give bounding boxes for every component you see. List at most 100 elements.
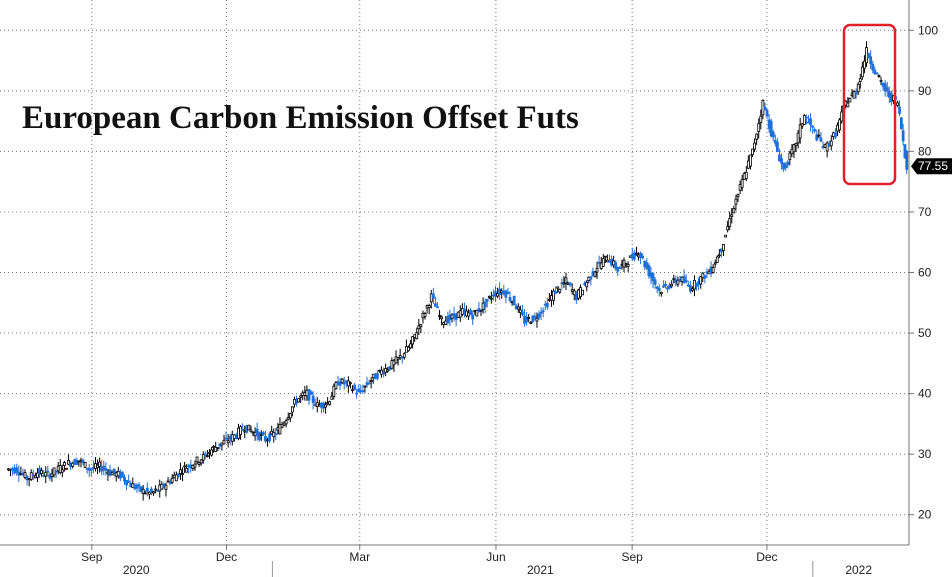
candle-body bbox=[25, 475, 29, 481]
candle-body bbox=[65, 467, 68, 470]
candle-body bbox=[595, 267, 599, 273]
candle-body bbox=[394, 356, 398, 364]
candle-body bbox=[531, 315, 535, 323]
candle-body bbox=[241, 429, 245, 431]
candle-body bbox=[185, 468, 189, 473]
candle-body bbox=[102, 465, 106, 471]
candle-body bbox=[771, 131, 775, 138]
candle-body bbox=[206, 455, 209, 458]
candle-body bbox=[838, 119, 841, 131]
candle-body bbox=[402, 353, 406, 358]
candle-body bbox=[203, 453, 207, 456]
candle-body bbox=[479, 309, 483, 312]
candle-body bbox=[351, 389, 354, 391]
candle-body bbox=[784, 164, 788, 169]
candle-body bbox=[261, 432, 265, 435]
candle-body bbox=[863, 60, 866, 69]
x-year-label: 2020 bbox=[123, 563, 150, 577]
candle-body bbox=[811, 125, 815, 128]
candle-body bbox=[589, 276, 593, 280]
last-value-tag-shape bbox=[911, 158, 952, 175]
candle-body bbox=[635, 252, 638, 255]
candle-body bbox=[280, 423, 284, 428]
candle-body bbox=[67, 460, 70, 465]
candle-body bbox=[288, 413, 292, 419]
candle-body bbox=[396, 357, 400, 360]
candle-body bbox=[469, 309, 473, 315]
candle-body bbox=[763, 106, 767, 111]
y-tick-label: 20 bbox=[918, 508, 932, 522]
candle-body bbox=[525, 316, 528, 323]
candle-body bbox=[460, 308, 464, 315]
candle-body bbox=[848, 97, 852, 103]
candle-body bbox=[537, 313, 541, 318]
candle-body bbox=[867, 53, 870, 59]
y-tick-label: 70 bbox=[918, 205, 932, 219]
candle-body bbox=[877, 75, 881, 77]
candle-body bbox=[699, 276, 703, 285]
candle-body bbox=[40, 470, 44, 474]
candle-body bbox=[722, 244, 725, 251]
candle-body bbox=[135, 484, 139, 489]
candle-body bbox=[15, 467, 19, 473]
candle-body bbox=[487, 295, 491, 298]
candle-body bbox=[222, 439, 226, 445]
candle-body bbox=[181, 473, 184, 475]
candle-body bbox=[380, 369, 383, 375]
chart-gridlines bbox=[0, 0, 909, 545]
y-tick-label: 90 bbox=[918, 84, 932, 98]
candle-body bbox=[581, 289, 584, 296]
candle-body bbox=[879, 79, 883, 82]
candle-body bbox=[829, 140, 833, 147]
candle-body bbox=[415, 332, 419, 339]
candle-body bbox=[297, 398, 301, 403]
candle-body bbox=[311, 395, 315, 404]
candle-body bbox=[299, 395, 303, 398]
candle-body bbox=[527, 317, 531, 320]
candle-body bbox=[711, 267, 715, 273]
candle-body bbox=[521, 311, 524, 315]
candle-body bbox=[367, 382, 371, 385]
candle-body bbox=[147, 491, 151, 495]
candle-body bbox=[423, 313, 427, 317]
candle-body bbox=[753, 142, 756, 150]
candle-body bbox=[713, 262, 717, 265]
candle-body bbox=[558, 289, 562, 293]
candle-body bbox=[512, 295, 516, 305]
candle-body bbox=[104, 468, 108, 471]
candle-body bbox=[278, 424, 282, 435]
candle-body bbox=[307, 389, 311, 401]
y-tick-label: 50 bbox=[918, 326, 932, 340]
candle-body bbox=[264, 435, 267, 442]
candle-body bbox=[684, 280, 688, 283]
candle-body bbox=[145, 487, 149, 492]
candle-body bbox=[193, 463, 197, 468]
candle-body bbox=[670, 283, 674, 287]
candle-body bbox=[896, 102, 900, 106]
candle-body bbox=[36, 472, 39, 478]
candle-body bbox=[744, 171, 748, 179]
candle-body bbox=[195, 456, 199, 463]
candle-body bbox=[535, 317, 539, 322]
candle-body bbox=[98, 461, 102, 467]
candle-body bbox=[508, 297, 512, 302]
candle-body bbox=[819, 137, 823, 142]
candle-body bbox=[724, 234, 727, 238]
candle-body bbox=[330, 395, 334, 400]
candle-body bbox=[717, 254, 721, 257]
candle-body bbox=[858, 78, 862, 82]
candle-body bbox=[749, 154, 752, 167]
candle-body bbox=[210, 449, 213, 456]
candle-body bbox=[164, 484, 168, 490]
candle-body bbox=[137, 484, 141, 487]
candle-body bbox=[355, 392, 359, 395]
candle-body bbox=[431, 293, 435, 299]
candle-body bbox=[436, 306, 439, 309]
candle-body bbox=[361, 390, 365, 393]
y-axis: 20 30 40 50 60 70 80 90 100 bbox=[909, 23, 938, 522]
candle-body bbox=[290, 406, 294, 413]
candle-body bbox=[798, 124, 802, 139]
candle-body bbox=[653, 279, 657, 285]
candle-body bbox=[369, 380, 373, 382]
